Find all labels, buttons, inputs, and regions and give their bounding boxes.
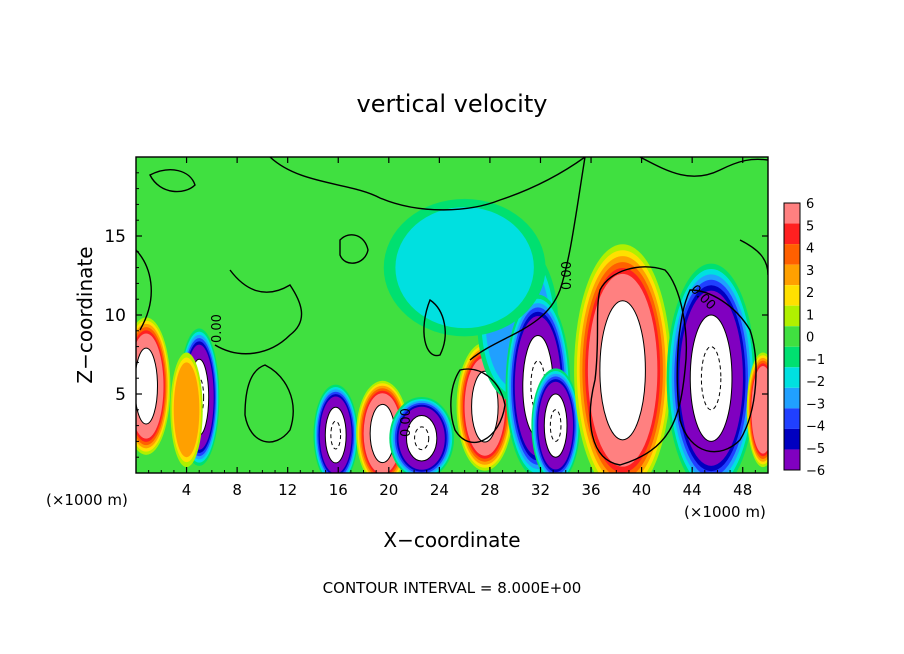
colorbar-tick-label: 6 bbox=[806, 197, 814, 212]
contour-line bbox=[214, 269, 303, 355]
colorbar-cell bbox=[784, 223, 800, 245]
colorbar-tick-label: 5 bbox=[806, 219, 814, 234]
y-tick-label: 10 bbox=[104, 306, 126, 326]
colorbar-tick-label: 4 bbox=[806, 242, 814, 257]
extreme-core bbox=[543, 393, 568, 458]
x-tick-label: 24 bbox=[430, 481, 449, 499]
y-tick-label: 15 bbox=[104, 227, 126, 247]
x-tick-label: 32 bbox=[531, 481, 550, 499]
negative-contour bbox=[700, 346, 722, 411]
velocity-cell bbox=[751, 366, 768, 454]
colorbar-tick-label: 3 bbox=[806, 264, 814, 279]
contour-line bbox=[269, 157, 586, 211]
extreme-core bbox=[136, 347, 158, 425]
colorbar: 6 5 4 3 2 1 0 −1 −2 −3 −4 −5 −6 bbox=[783, 197, 825, 479]
x-tick-label: 36 bbox=[581, 481, 600, 499]
colorbar-cell bbox=[784, 203, 800, 224]
chart-title: vertical velocity bbox=[357, 90, 548, 118]
x-axis: 4 8 12 16 20 24 28 32 36 40 44 48 bbox=[148, 157, 756, 499]
colorbar-cell bbox=[784, 428, 800, 450]
x-tick-label: 16 bbox=[329, 481, 348, 499]
contour-line bbox=[589, 266, 687, 466]
velocity-cell bbox=[395, 207, 534, 329]
extreme-core bbox=[471, 370, 499, 443]
colorbar-cell bbox=[784, 285, 800, 306]
contour-line bbox=[339, 234, 369, 264]
velocity-field bbox=[136, 198, 768, 473]
y-tick-label: 5 bbox=[115, 385, 126, 405]
negative-contour bbox=[194, 377, 205, 417]
colorbar-tick-label: 0 bbox=[806, 331, 814, 346]
x-unit-left: (×1000 m) bbox=[46, 491, 128, 509]
extreme-core bbox=[324, 406, 347, 464]
x-tick-label: 40 bbox=[632, 481, 651, 499]
colorbar-cell bbox=[784, 387, 800, 409]
colorbar-tick-label: −4 bbox=[806, 420, 825, 435]
contour-line bbox=[244, 364, 294, 443]
contour-interval-note: CONTOUR INTERVAL = 8.000E+00 bbox=[323, 579, 582, 597]
contour-line bbox=[450, 368, 506, 443]
x-unit-right: (×1000 m) bbox=[684, 503, 766, 521]
colorbar-cell bbox=[784, 244, 800, 265]
negative-contour bbox=[549, 409, 562, 442]
velocity-cell bbox=[173, 362, 200, 458]
colorbar-frame bbox=[783, 202, 801, 471]
contour-line bbox=[676, 289, 757, 453]
negative-contour bbox=[330, 420, 342, 450]
colorbar-cell bbox=[784, 346, 800, 368]
extreme-core bbox=[689, 314, 733, 442]
colorbar-tick-label: −2 bbox=[806, 375, 825, 390]
contour-label: 0.00 bbox=[210, 314, 225, 343]
contour-line bbox=[149, 169, 196, 193]
y-axis-label: Z−coordinate bbox=[73, 246, 97, 383]
colorbar-tick-label: −1 bbox=[806, 353, 825, 368]
zero-contours bbox=[136, 157, 768, 466]
extreme-core bbox=[405, 414, 438, 462]
contour-line bbox=[136, 249, 152, 331]
colorbar-cell bbox=[784, 305, 800, 327]
contour-label: 0.00 bbox=[560, 261, 575, 290]
x-tick-label: 20 bbox=[379, 481, 398, 499]
contour-line bbox=[639, 157, 768, 177]
x-tick-label: 48 bbox=[733, 481, 752, 499]
extreme-core bbox=[599, 300, 646, 441]
x-tick-label: 44 bbox=[683, 481, 702, 499]
colorbar-cell bbox=[784, 408, 800, 429]
x-tick-label: 28 bbox=[480, 481, 499, 499]
colorbar-cell bbox=[784, 367, 800, 388]
colorbar-cell bbox=[784, 326, 800, 347]
negative-contour bbox=[414, 426, 430, 451]
contour-line bbox=[423, 298, 446, 357]
x-tick-label: 8 bbox=[232, 481, 242, 499]
colorbar-tick-label: −5 bbox=[806, 442, 825, 457]
y-axis: 5 10 15 bbox=[104, 172, 768, 458]
colorbar-tick-label: −3 bbox=[806, 397, 825, 412]
x-tick-label: 12 bbox=[278, 481, 297, 499]
colorbar-tick-label: 2 bbox=[806, 286, 814, 301]
contour-label: 0.00 bbox=[399, 408, 414, 437]
x-tick-label: 4 bbox=[182, 481, 192, 499]
colorbar-tick-label: −6 bbox=[806, 464, 825, 479]
x-axis-label: X−coordinate bbox=[383, 528, 520, 552]
contour-line bbox=[469, 157, 586, 361]
colorbar-cell bbox=[784, 449, 800, 470]
colorbar-tick-label: 1 bbox=[806, 308, 814, 323]
colorbar-cell bbox=[784, 264, 800, 286]
